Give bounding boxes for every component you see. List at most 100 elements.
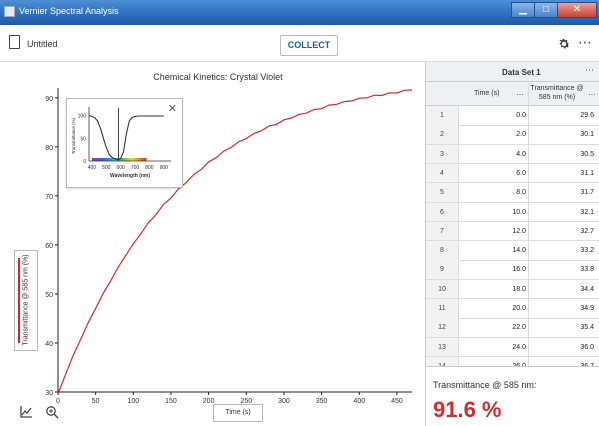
spectrum-line xyxy=(89,116,164,160)
graph-pane: Chemical Kinetics: Crystal Violet 30 40 50… xyxy=(0,62,425,426)
x-tick-label: 350 xyxy=(316,398,328,405)
cell-transmittance[interactable]: 36.0 xyxy=(530,344,594,351)
inset-y-tick-label: 100 xyxy=(78,114,87,120)
cell-time[interactable]: 12.0 xyxy=(460,228,526,235)
table-row[interactable]: 12 22.0 35.4 xyxy=(426,318,599,338)
table-row[interactable]: 8 14.0 33.2 xyxy=(426,241,599,261)
y-tick-label: 80 xyxy=(45,145,53,152)
dataset-menu-icon[interactable]: ⋯ xyxy=(585,65,594,76)
table-row[interactable]: 2 2.0 30.1 xyxy=(426,125,599,145)
inset-y-tick-label: 50 xyxy=(80,136,86,142)
y-axis-label: Transmittance @ 585 nm (%) xyxy=(23,254,30,345)
x-tick-label: 450 xyxy=(391,398,403,405)
table-row[interactable]: 6 10.0 32.1 xyxy=(426,203,599,223)
spectrum-chart: 0 50 100 400 500 600 700 800 900 Wavelength (nm) T… xyxy=(67,99,184,189)
document-title[interactable]: Untitled xyxy=(27,39,58,49)
app-icon xyxy=(4,6,15,17)
row-number: 2 xyxy=(426,125,459,144)
inset-y-axis-label: Transmittance (%) xyxy=(71,117,76,154)
window-controls: ▁ □ ✕ xyxy=(512,2,597,19)
series-color-marker xyxy=(18,258,20,343)
cell-transmittance[interactable]: 35.4 xyxy=(530,324,594,331)
more-options-icon[interactable]: ⋯ xyxy=(578,34,593,51)
inset-x-tick-label: 600 xyxy=(116,165,125,171)
column-header-time[interactable]: Time (s) … xyxy=(460,82,528,106)
table-row[interactable]: 9 16.0 33.8 xyxy=(426,260,599,280)
table-row[interactable]: 1 0.0 29.6 xyxy=(426,106,599,126)
inset-x-tick-label: 800 xyxy=(145,165,154,171)
sensor-meter[interactable]: Transmittance @ 585 nm: 91.6 % xyxy=(425,366,599,426)
x-tick-label: 300 xyxy=(278,398,290,405)
cell-transmittance[interactable]: 30.1 xyxy=(530,131,594,138)
meter-value: 91.6 % xyxy=(433,397,502,423)
cell-transmittance[interactable]: 32.1 xyxy=(530,209,594,216)
row-number: 5 xyxy=(426,183,459,202)
row-number: 13 xyxy=(426,338,459,357)
toolbar: Untitled COLLECT ⋯ xyxy=(0,25,599,62)
cell-time[interactable]: 8.0 xyxy=(460,189,526,196)
cell-time[interactable]: 0.0 xyxy=(460,112,526,119)
y-tick-label: 60 xyxy=(45,243,53,250)
table-row[interactable]: 10 18.0 34.4 xyxy=(426,280,599,300)
row-number: 1 xyxy=(426,106,459,125)
file-icon[interactable] xyxy=(9,35,20,49)
cell-time[interactable]: 24.0 xyxy=(460,344,526,351)
cell-time[interactable]: 18.0 xyxy=(460,286,526,293)
cell-transmittance[interactable]: 31.7 xyxy=(530,189,594,196)
cell-transmittance[interactable]: 33.8 xyxy=(530,266,594,273)
spectrum-inset[interactable]: 0 50 100 400 500 600 700 800 900 Wavelength (nm) T… xyxy=(66,98,183,188)
cell-transmittance[interactable]: 29.6 xyxy=(530,112,594,119)
row-number: 7 xyxy=(426,222,459,241)
column-menu-icon[interactable]: … xyxy=(516,88,524,97)
table-row[interactable]: 13 24.0 36.0 xyxy=(426,338,599,358)
close-button[interactable]: ✕ xyxy=(557,2,597,18)
cell-transmittance[interactable]: 32.7 xyxy=(530,228,594,235)
cell-transmittance[interactable]: 30.5 xyxy=(530,151,594,158)
cell-transmittance[interactable]: 31.1 xyxy=(530,170,594,177)
x-axis-label[interactable]: Time (s) xyxy=(213,404,263,422)
zoom-icon[interactable] xyxy=(45,405,59,419)
inset-y-tick-label: 0 xyxy=(83,159,86,165)
cell-transmittance[interactable]: 33.2 xyxy=(530,247,594,254)
y-tick-label: 40 xyxy=(45,341,53,348)
table-row[interactable]: 11 20.0 34.9 xyxy=(426,299,599,319)
cell-transmittance[interactable]: 34.4 xyxy=(530,286,594,293)
row-number: 10 xyxy=(426,280,459,299)
y-tick-label: 70 xyxy=(45,194,53,201)
column-menu-icon[interactable]: … xyxy=(588,88,596,97)
graph-options-icon[interactable] xyxy=(19,405,33,419)
y-tick-label: 30 xyxy=(45,390,53,397)
column-header-transmittance[interactable]: Transmittance @ 585 nm (%) … xyxy=(530,82,599,106)
x-tick-label: 50 xyxy=(92,398,100,405)
dataset-header: Data Set 1 ⋯ xyxy=(426,62,599,82)
gear-icon[interactable] xyxy=(557,37,571,51)
x-tick-label: 150 xyxy=(165,398,177,405)
cell-time[interactable]: 14.0 xyxy=(460,247,526,254)
row-number: 4 xyxy=(426,164,459,183)
minimize-button[interactable]: ▁ xyxy=(511,2,535,18)
cell-time[interactable]: 10.0 xyxy=(460,209,526,216)
column-header-transmittance-label: Transmittance @ 585 nm (%) xyxy=(530,84,584,102)
cell-time[interactable]: 16.0 xyxy=(460,266,526,273)
dataset-name[interactable]: Data Set 1 xyxy=(502,68,541,77)
window-titlebar: Vernier Spectral Analysis ▁ □ ✕ xyxy=(0,0,599,25)
inset-x-tick-label: 900 xyxy=(160,165,169,171)
cell-time[interactable]: 22.0 xyxy=(460,324,526,331)
cell-time[interactable]: 6.0 xyxy=(460,170,526,177)
table-row[interactable]: 4 6.0 31.1 xyxy=(426,164,599,184)
close-icon[interactable]: ✕ xyxy=(168,102,177,115)
cell-transmittance[interactable]: 34.9 xyxy=(530,305,594,312)
cell-time[interactable]: 4.0 xyxy=(460,151,526,158)
y-tick-label: 50 xyxy=(45,292,53,299)
maximize-button[interactable]: □ xyxy=(534,2,558,18)
table-row[interactable]: 7 12.0 32.7 xyxy=(426,222,599,242)
row-number: 8 xyxy=(426,241,459,260)
table-row[interactable]: 3 4.0 30.5 xyxy=(426,145,599,165)
main-graph[interactable]: Chemical Kinetics: Crystal Violet 30 40 50… xyxy=(0,62,425,426)
cell-time[interactable]: 20.0 xyxy=(460,305,526,312)
collect-button[interactable]: COLLECT xyxy=(280,35,338,56)
cell-time[interactable]: 2.0 xyxy=(460,131,526,138)
table-row[interactable]: 5 8.0 31.7 xyxy=(426,183,599,203)
column-header-time-label: Time (s) xyxy=(474,90,499,97)
row-number: 9 xyxy=(426,260,459,279)
